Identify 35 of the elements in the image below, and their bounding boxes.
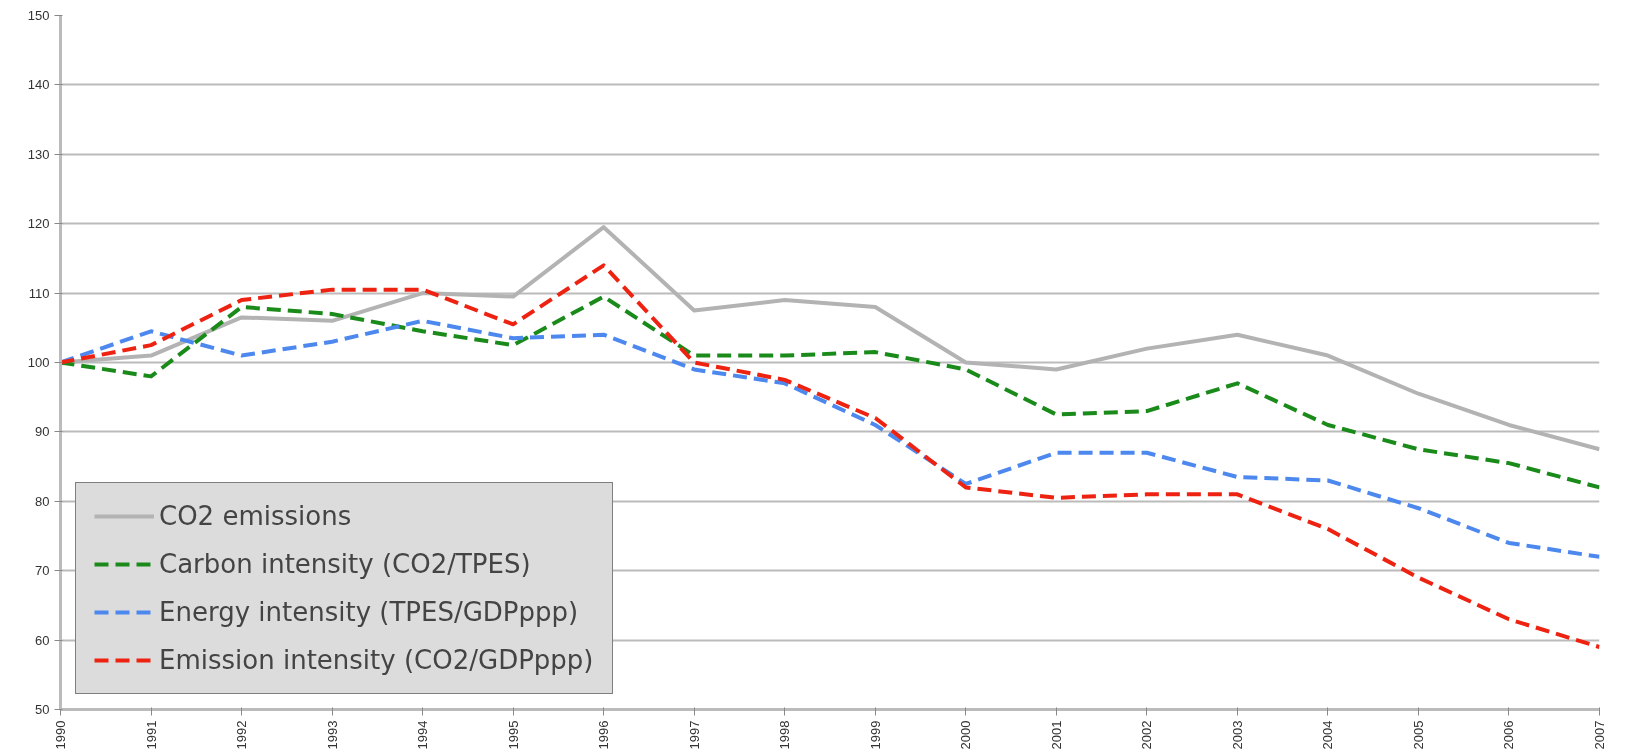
x-tick-label: 1996: [596, 720, 612, 750]
legend-label: CO2 emissions: [159, 501, 352, 531]
x-tick-label: 1995: [505, 720, 521, 750]
x-tick-label: 1994: [415, 720, 431, 750]
x-tick-label: 2006: [1501, 720, 1517, 750]
y-tick-label: 130: [27, 146, 50, 162]
legend-label: Carbon intensity (CO2/TPES): [159, 549, 531, 579]
x-tick-label: 2007: [1592, 720, 1607, 750]
x-tick-label: 2003: [1229, 720, 1245, 750]
line-series: [60, 294, 1600, 490]
x-tick-label: 1990: [53, 720, 68, 750]
x-tick-label: 2001: [1048, 720, 1064, 750]
y-tick-label: 50: [35, 702, 50, 717]
y-tick-label: 90: [35, 424, 50, 440]
y-tick-label: 60: [35, 632, 50, 648]
x-tick-label: 2004: [1320, 720, 1336, 750]
x-tick-label: 1993: [324, 720, 340, 750]
y-tick-label: 70: [35, 563, 50, 579]
legend-label: Emission intensity (CO2/GDPppp): [159, 645, 594, 675]
x-tick-label: 1997: [686, 720, 702, 750]
y-tick-label: 140: [27, 77, 50, 93]
x-tick-label: 1992: [234, 720, 250, 750]
y-tick-label: 100: [27, 355, 50, 370]
x-tick-label: 1999: [867, 720, 883, 750]
line-series: [60, 263, 1600, 650]
y-tick-label: 120: [27, 216, 50, 232]
x-tick-label: 2002: [1139, 720, 1155, 750]
x-tick-label: 2005: [1410, 720, 1426, 750]
legend-label: Energy intensity (TPES/GDPppp): [159, 597, 579, 627]
y-tick-label: 80: [35, 493, 50, 509]
x-tick-label: 2000: [958, 720, 974, 750]
y-tick-label: 110: [28, 285, 50, 301]
y-tick-label: 150: [27, 8, 50, 23]
x-tick-label: 1998: [777, 720, 793, 750]
x-tick-label: 1991: [143, 720, 159, 750]
